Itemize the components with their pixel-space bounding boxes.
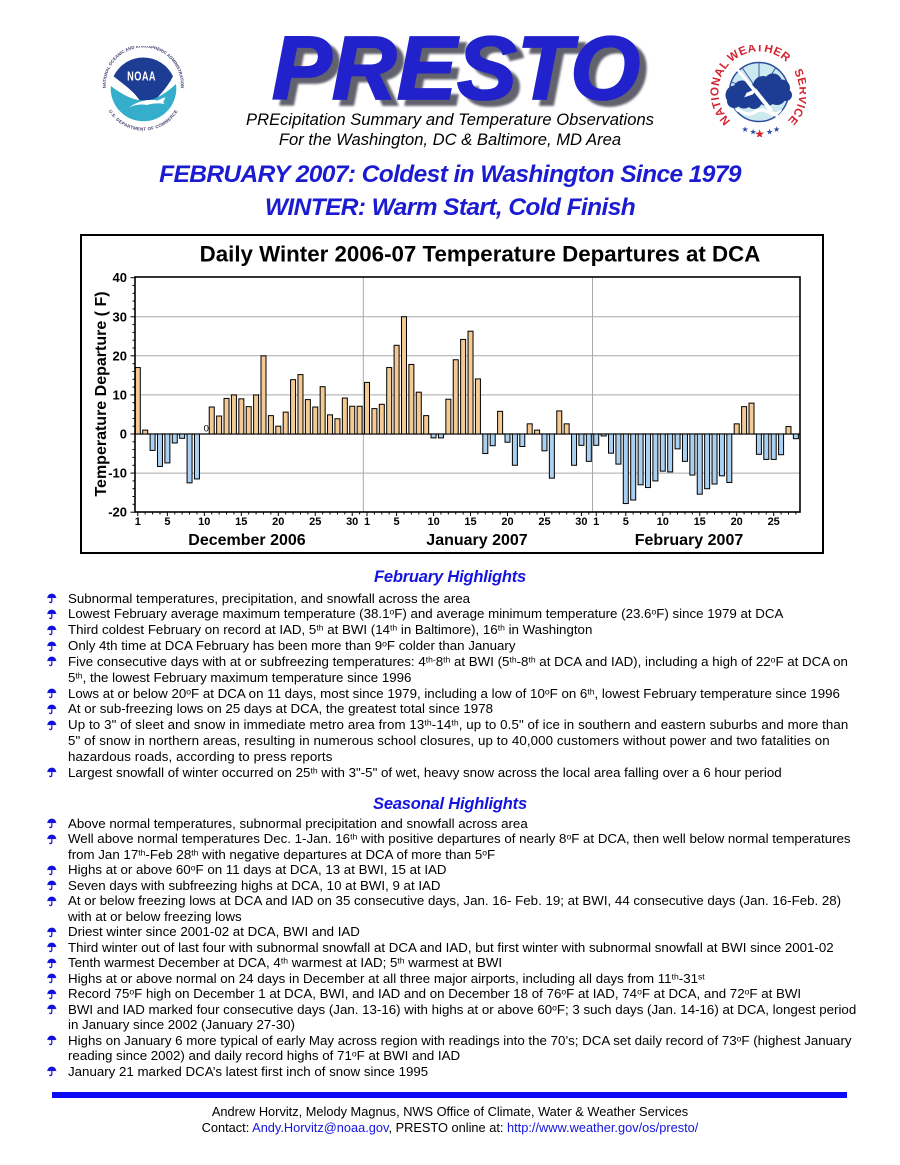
svg-text:30: 30 <box>346 516 358 528</box>
svg-text:-10: -10 <box>108 466 127 481</box>
svg-text:1: 1 <box>135 516 141 528</box>
svg-text:December 2006: December 2006 <box>188 532 306 549</box>
svg-text:10: 10 <box>427 516 439 528</box>
svg-text:★: ★ <box>766 128 773 137</box>
svg-text:0: 0 <box>204 424 209 435</box>
svg-text:Daily Winter 2006-07 Temperatu: Daily Winter 2006-07 Temperature Departu… <box>200 242 761 267</box>
svg-text:Temperature Departure ( F): Temperature Departure ( F) <box>93 291 110 496</box>
svg-text:5: 5 <box>394 516 400 528</box>
svg-text:25: 25 <box>538 516 550 528</box>
svg-text:10: 10 <box>198 516 210 528</box>
svg-text:40: 40 <box>113 270 127 285</box>
svg-text:20: 20 <box>272 516 284 528</box>
svg-text:10: 10 <box>657 516 669 528</box>
svg-text:25: 25 <box>768 516 780 528</box>
svg-text:1: 1 <box>364 516 370 528</box>
svg-text:★: ★ <box>742 125 749 134</box>
svg-text:★: ★ <box>754 127 765 137</box>
svg-text:0: 0 <box>120 427 127 442</box>
svg-text:1: 1 <box>593 516 599 528</box>
svg-text:February 2007: February 2007 <box>635 532 744 549</box>
svg-text:10: 10 <box>113 387 127 402</box>
svg-text:30: 30 <box>575 516 587 528</box>
svg-text:15: 15 <box>464 516 476 528</box>
svg-text:-20: -20 <box>108 505 127 520</box>
svg-text:★: ★ <box>773 125 780 134</box>
svg-text:15: 15 <box>694 516 706 528</box>
svg-text:January 2007: January 2007 <box>426 532 528 549</box>
svg-text:15: 15 <box>235 516 247 528</box>
svg-text:20: 20 <box>501 516 513 528</box>
svg-text:20: 20 <box>113 348 127 363</box>
svg-text:20: 20 <box>731 516 743 528</box>
svg-text:30: 30 <box>113 309 127 324</box>
svg-text:5: 5 <box>164 516 170 528</box>
svg-text:NOAA: NOAA <box>127 70 156 84</box>
svg-text:25: 25 <box>309 516 321 528</box>
svg-text:★: ★ <box>750 128 757 137</box>
svg-text:5: 5 <box>623 516 629 528</box>
